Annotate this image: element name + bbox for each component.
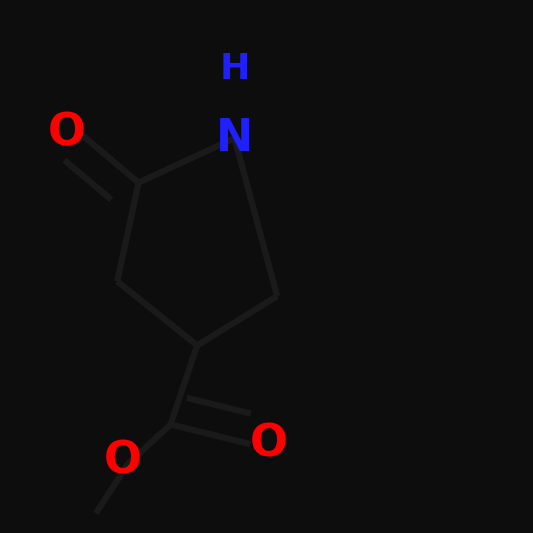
Text: O: O — [103, 440, 142, 483]
Text: O: O — [47, 112, 86, 155]
Text: H: H — [220, 52, 249, 86]
Text: O: O — [250, 423, 288, 466]
Text: N: N — [216, 117, 253, 160]
